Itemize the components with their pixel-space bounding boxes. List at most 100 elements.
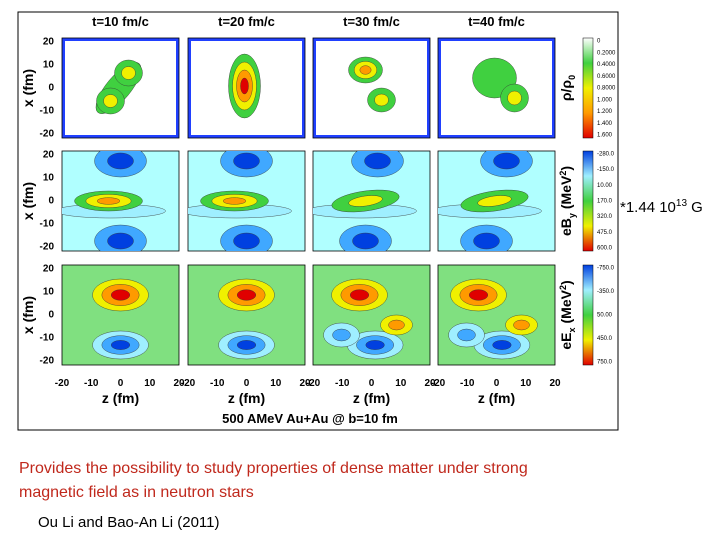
- colorbar-tick-label: 10.00: [597, 183, 613, 189]
- y-tick-label: 10: [43, 60, 55, 71]
- x-tick-label: 0: [118, 378, 124, 389]
- colorbar-label: eBy (MeV2): [558, 166, 577, 236]
- x-tick-label: -10: [210, 378, 225, 389]
- y-tick-label: -20: [40, 356, 55, 367]
- side-note-text: *1.44 10: [620, 199, 676, 216]
- colorbar-label-part: (MeV: [558, 175, 574, 209]
- contour: [110, 289, 131, 301]
- x-axis-label: z (fm): [102, 390, 139, 406]
- y-tick-label: -10: [40, 333, 55, 344]
- x-tick-label: 0: [369, 378, 375, 389]
- contour: [233, 152, 260, 170]
- x-axis-label: z (fm): [228, 390, 265, 406]
- caption: 500 AMeV Au+Au @ b=10 fm: [222, 411, 398, 426]
- contour: [493, 152, 520, 170]
- x-tick-label: -10: [460, 378, 475, 389]
- contour: [240, 77, 249, 95]
- colorbar-tick-label: 750.0: [597, 360, 613, 366]
- side-note-sup: 13: [676, 198, 688, 209]
- colorbar-tick-label: 600.0: [597, 246, 613, 252]
- y-tick-label: 10: [43, 287, 55, 298]
- colorbar-label: ρ/ρ0: [558, 75, 577, 101]
- contour: [110, 340, 131, 350]
- colorbar-tick-label: 0.6000: [597, 74, 616, 80]
- contour: [103, 94, 118, 108]
- contour: [468, 289, 489, 301]
- side-note-unit: G: [687, 199, 703, 216]
- y-tick-label: 20: [43, 150, 55, 161]
- contour: [477, 195, 512, 207]
- colorbar-label: eEx (MeV2): [558, 280, 577, 349]
- figure: t=10 fm/c t=20 fm/c t=30 fm/c t=40 fm/c2010…: [20, 14, 616, 426]
- colorbar-tick-label: 450.0: [597, 336, 613, 342]
- y-axis-label: x (fm): [20, 69, 36, 107]
- contour: [332, 328, 351, 342]
- x-tick-label: 20: [299, 378, 311, 389]
- contour: [107, 152, 134, 170]
- x-tick-label: 0: [494, 378, 500, 389]
- x-axis-label: z (fm): [353, 390, 390, 406]
- colorbar-label-part: ρ/ρ: [558, 80, 574, 102]
- contour: [348, 195, 383, 207]
- colorbar-tick-label: 320.0: [597, 214, 613, 220]
- y-tick-label: -10: [40, 106, 55, 117]
- colorbar-tick-label: 0.4000: [597, 62, 616, 68]
- x-tick-label: 20: [549, 378, 561, 389]
- colorbar-tick-label: -150.0: [597, 167, 615, 173]
- contour: [457, 328, 476, 342]
- contour: [513, 319, 530, 331]
- contour: [374, 93, 389, 107]
- colorbar: [582, 37, 594, 139]
- body-text: magnetic field as in neutron stars: [19, 484, 254, 501]
- x-tick-label: -20: [431, 378, 446, 389]
- panel-title: t=30 fm/c: [343, 14, 400, 29]
- y-axis-label: x (fm): [20, 182, 36, 220]
- contour: [364, 152, 391, 170]
- x-tick-label: 10: [520, 378, 532, 389]
- contour: [121, 66, 136, 80]
- side-note: *1.44 1013 G: [620, 198, 703, 216]
- colorbar-tick-label: 0.8000: [597, 86, 616, 92]
- y-tick-label: 0: [48, 83, 54, 94]
- contour: [365, 340, 385, 350]
- y-tick-label: 20: [43, 264, 55, 275]
- colorbar: [582, 264, 594, 366]
- colorbar-tick-label: 1.000: [597, 97, 613, 103]
- colorbar-label-part: 2: [558, 171, 568, 176]
- colorbar-tick-label: 1.200: [597, 109, 613, 115]
- colorbar-tick-label: 1.400: [597, 121, 613, 127]
- y-axis-label: x (fm): [20, 296, 36, 334]
- contour: [473, 232, 500, 250]
- colorbar-label-part: ): [558, 280, 574, 285]
- x-tick-label: -10: [84, 378, 99, 389]
- colorbar-tick-label: 170.0: [597, 199, 613, 205]
- contour: [507, 90, 522, 106]
- colorbar-label-part: 0: [567, 75, 577, 80]
- y-tick-label: -20: [40, 129, 55, 140]
- panel-inner: [316, 41, 427, 135]
- colorbar-label-part: 2: [558, 285, 568, 290]
- contour: [96, 197, 121, 205]
- x-tick-label: -20: [181, 378, 196, 389]
- panel-title: t=20 fm/c: [218, 14, 275, 29]
- contour: [352, 232, 379, 250]
- colorbar: [582, 150, 594, 252]
- body-text: Provides the possibility to study proper…: [19, 460, 528, 477]
- x-tick-label: 20: [173, 378, 185, 389]
- colorbar-tick-label: 0.2000: [597, 50, 616, 56]
- colorbar-label-part: eB: [558, 218, 574, 236]
- colorbar-tick-label: 0: [597, 39, 601, 45]
- colorbar-tick-label: 475.0: [597, 230, 613, 236]
- contour: [222, 197, 247, 205]
- colorbar-tick-label: 50.00: [597, 313, 613, 319]
- y-tick-label: -10: [40, 219, 55, 230]
- x-axis-label: z (fm): [478, 390, 515, 406]
- citation: Ou Li and Bao-An Li (2011): [38, 514, 220, 531]
- colorbar-label-part: x: [567, 328, 577, 333]
- colorbar-label-part: ): [558, 166, 574, 171]
- colorbar-tick-label: 1.600: [597, 133, 613, 139]
- colorbar-tick-label: -280.0: [597, 152, 615, 158]
- contour: [107, 232, 134, 250]
- colorbar-label-part: (MeV: [558, 289, 574, 323]
